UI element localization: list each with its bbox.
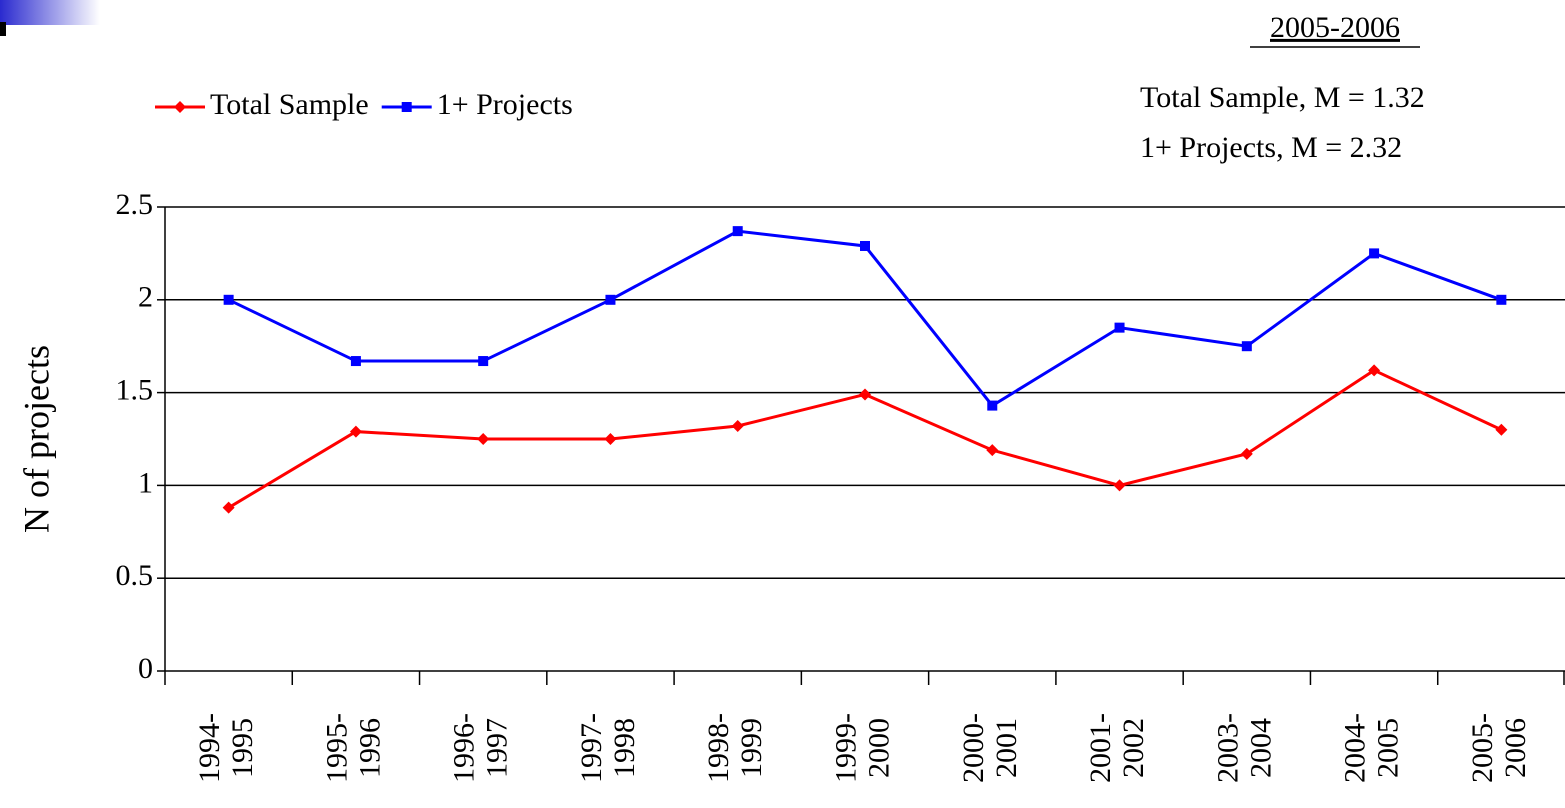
x-tick-label: 1995-1996	[320, 713, 386, 783]
x-tick-label: 1996-1997	[448, 713, 514, 783]
marker	[174, 101, 186, 113]
marker	[1369, 248, 1380, 259]
marker	[1240, 447, 1253, 460]
marker	[1113, 479, 1126, 492]
marker	[478, 356, 489, 367]
marker	[223, 294, 234, 305]
y-tick-label: 0.5	[116, 559, 154, 592]
x-tick-label: 1999-2000	[829, 713, 895, 783]
x-tick-label: 1998-1999	[702, 713, 768, 783]
y-tick-label: 1.5	[116, 373, 154, 406]
x-tick-label: 2005-2006	[1466, 713, 1532, 783]
marker	[732, 226, 743, 237]
marker	[222, 501, 235, 514]
marker	[477, 433, 490, 445]
marker	[1368, 364, 1381, 377]
marker	[986, 444, 999, 457]
marker	[401, 102, 412, 112]
marker	[1496, 294, 1507, 305]
marker	[987, 400, 998, 411]
x-tick-label: 1997-1998	[575, 713, 641, 783]
y-tick-label: 2.5	[116, 188, 154, 221]
marker	[1114, 322, 1125, 333]
series-line	[227, 229, 1502, 408]
y-tick-label: 0	[138, 652, 153, 685]
annotation: 1+ Projects, M = 2.32	[1140, 131, 1402, 164]
legend-label: Total Sample	[210, 88, 369, 121]
marker	[605, 294, 616, 305]
marker	[1241, 341, 1252, 352]
y-axis-label: N of projects	[16, 345, 56, 533]
annotation: 2005-2006	[1270, 11, 1400, 44]
x-tick-label: 2003-2004	[1211, 713, 1277, 783]
x-tick-label: 2004-2005	[1338, 713, 1404, 783]
marker	[860, 240, 870, 251]
marker	[859, 388, 871, 401]
marker	[349, 425, 362, 438]
y-tick-label: 1	[138, 466, 153, 499]
marker	[1495, 423, 1508, 436]
marker	[350, 356, 361, 367]
x-tick-label: 1994-1995	[193, 713, 259, 783]
marker	[731, 420, 744, 433]
decoration	[0, 0, 100, 25]
decoration	[0, 22, 6, 36]
marker	[604, 433, 617, 445]
x-tick-label: 2001-2002	[1084, 713, 1150, 783]
annotation: Total Sample, M = 1.32	[1140, 81, 1425, 114]
y-tick-label: 2	[138, 281, 153, 314]
x-tick-label: 2000-2001	[957, 713, 1023, 783]
legend-label: 1+ Projects	[437, 88, 573, 121]
